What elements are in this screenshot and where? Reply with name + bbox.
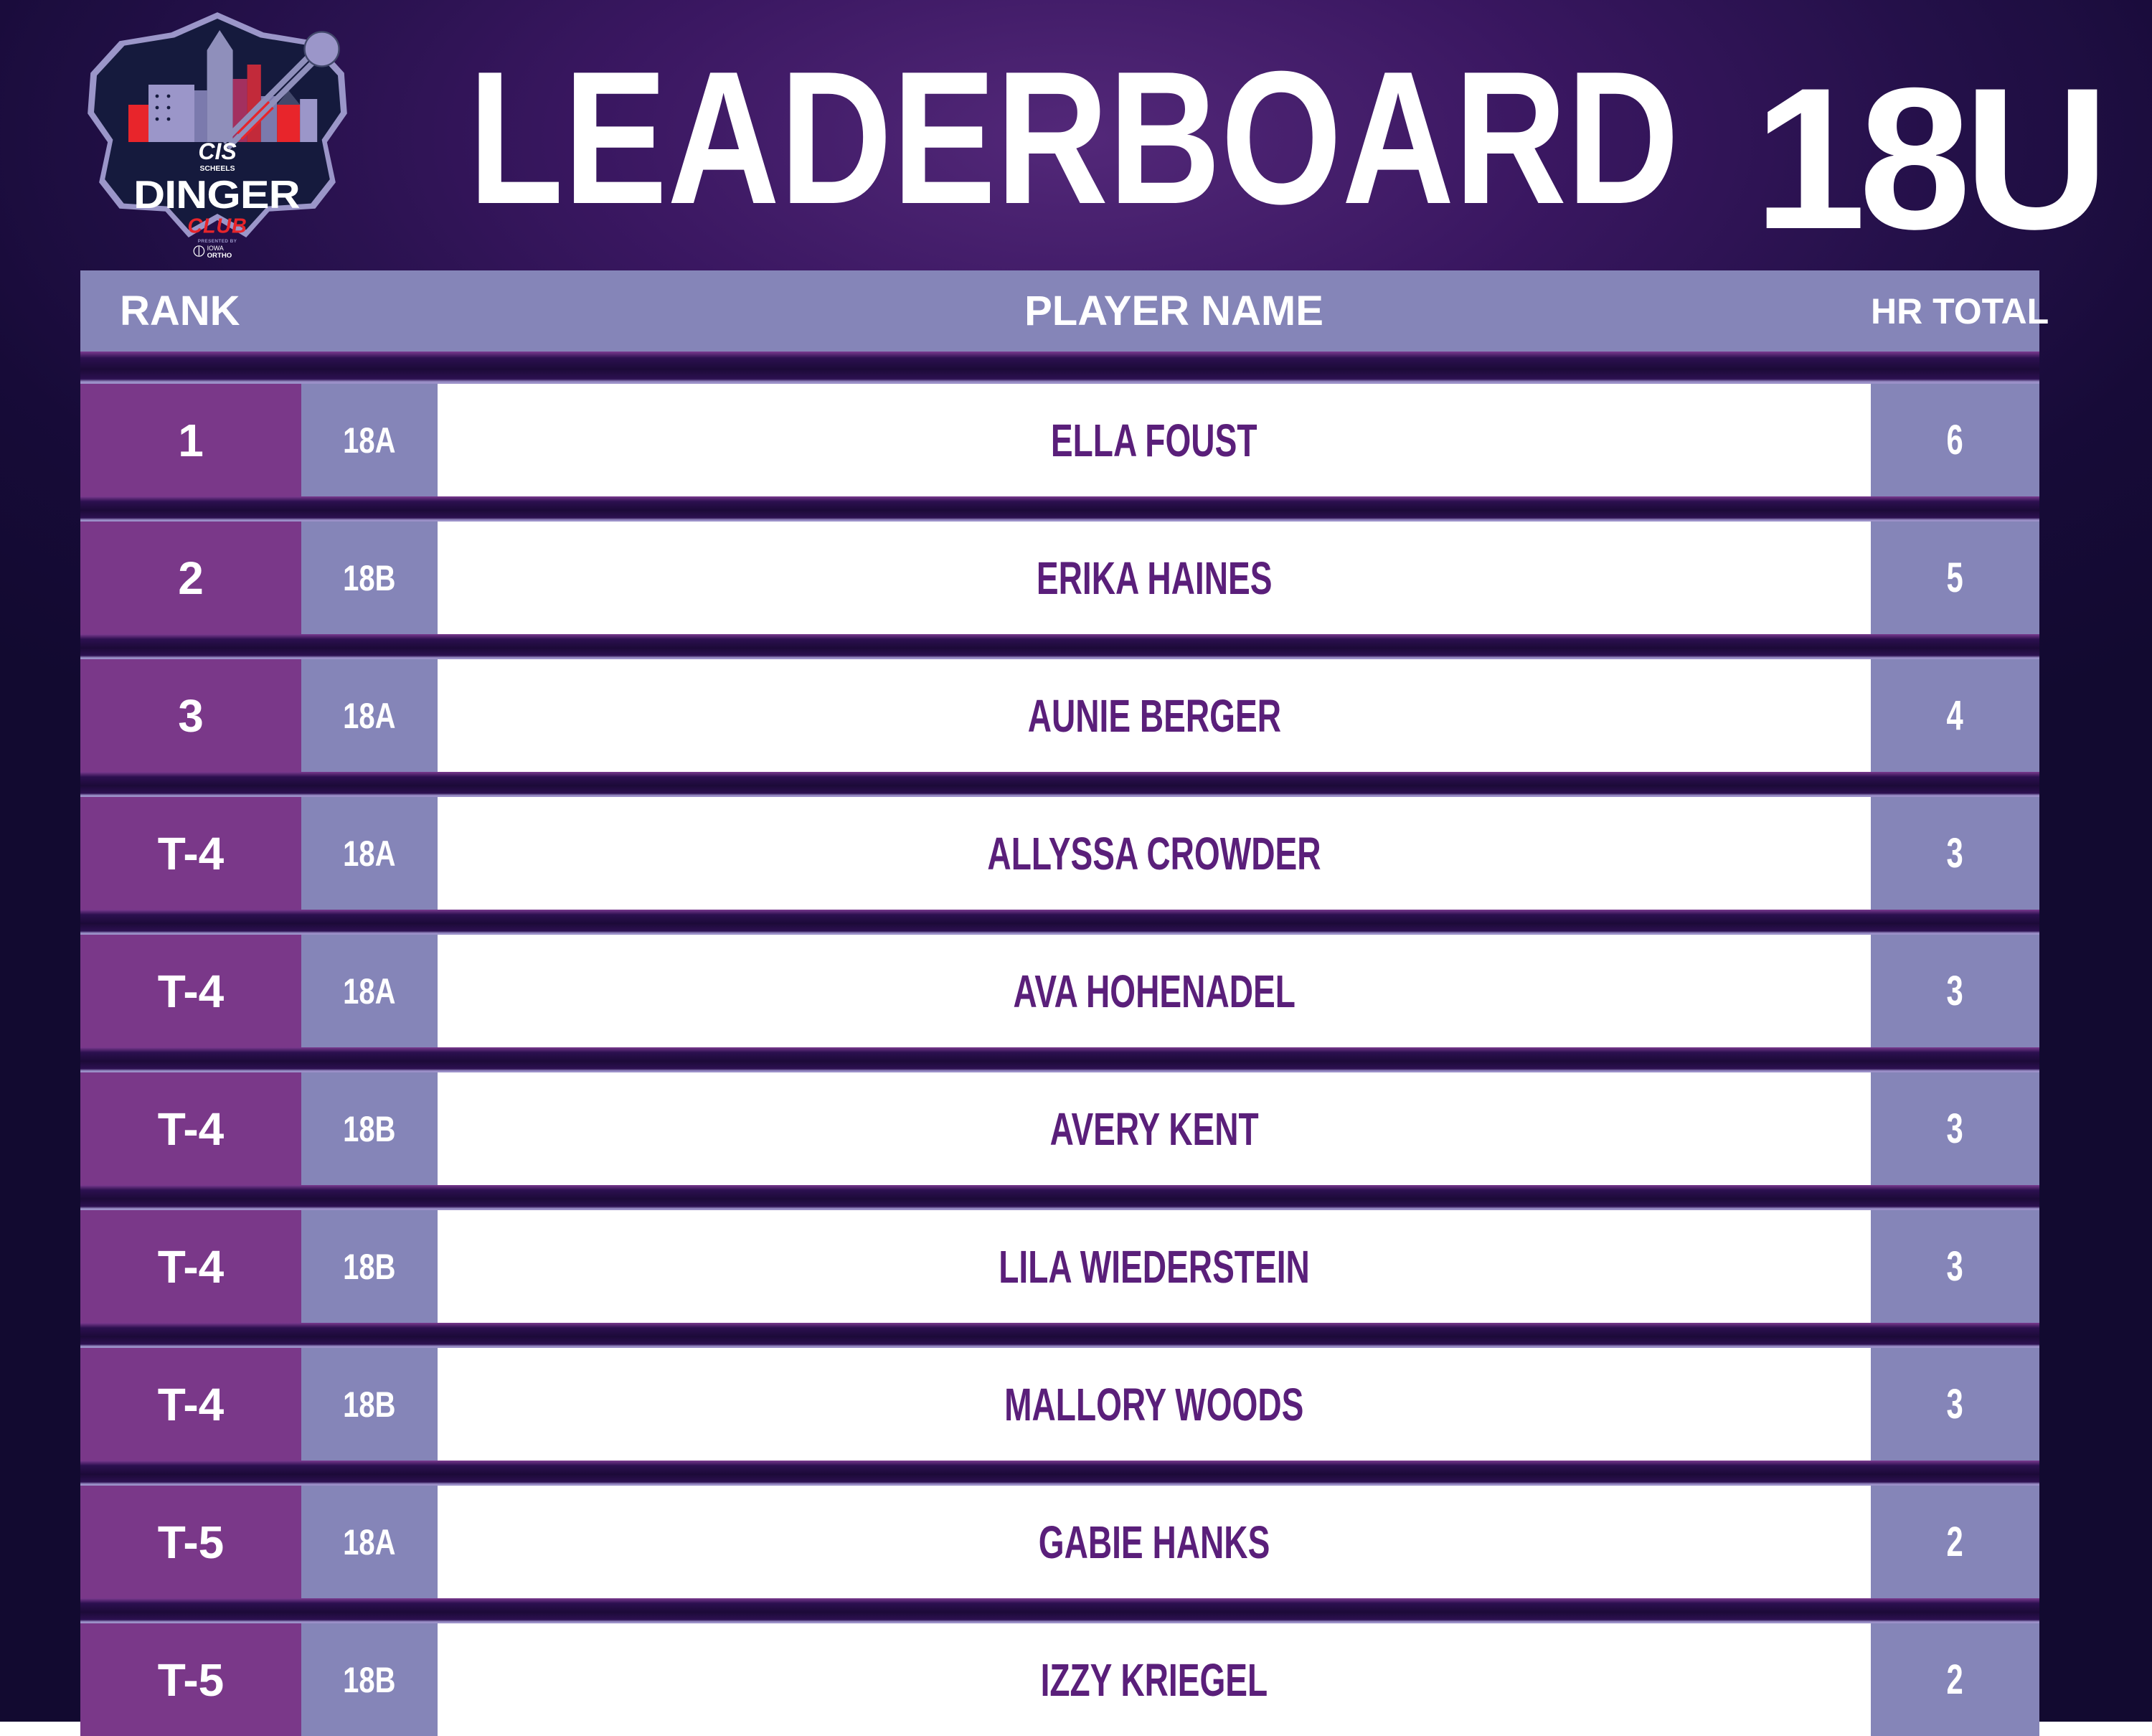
svg-text:SCHEELS: SCHEELS [199, 165, 235, 173]
svg-text:IOWA: IOWA [207, 245, 224, 252]
svg-text:CIS: CIS [198, 138, 237, 164]
svg-text:CLUB: CLUB [187, 214, 247, 237]
svg-text:ORTHO: ORTHO [207, 252, 232, 260]
svg-text:DINGER: DINGER [133, 174, 300, 217]
svg-text:PRESENTED BY: PRESENTED BY [198, 239, 237, 244]
